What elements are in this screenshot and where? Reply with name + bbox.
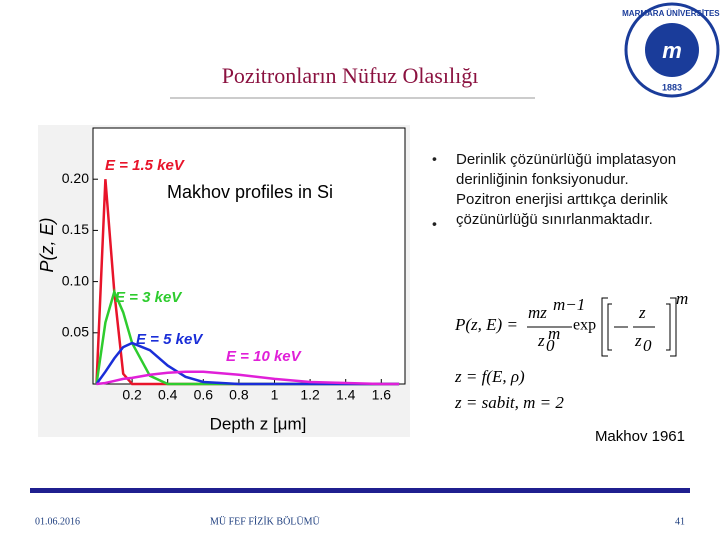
series-label: E = 10 keV: [226, 348, 303, 365]
x-tick-label: 1: [271, 387, 279, 403]
formula-part: m: [676, 289, 688, 308]
formula-line: z = f(E, ρ): [454, 367, 525, 386]
formula-part: z: [634, 331, 642, 350]
series-line: [96, 370, 400, 386]
formula-line: z = sabit, m = 2: [454, 393, 564, 412]
formula-part: m: [548, 324, 560, 343]
formula-part: mz: [528, 303, 547, 322]
x-tick-label: 0.4: [158, 387, 178, 403]
bullet: Pozitron enerjisi arttıkça derinlik çözü…: [456, 191, 668, 228]
y-tick-label: 0.05: [62, 324, 89, 340]
x-axis-label: Depth z [μm]: [210, 414, 307, 433]
series-label: E = 3 keV: [115, 289, 183, 306]
logo-text: MARMARA ÜNİVERSİTESİ: [622, 9, 720, 18]
chart: 0.2 0.4 0.6 0.8 1 1.2 1.4 1.6 0.05 0.10 0.15 0.20 E …: [62, 157, 400, 403]
formula-part: z: [537, 331, 545, 350]
chart-title: Makhov profiles in Si: [167, 182, 333, 202]
x-tick-label: 1.6: [372, 387, 392, 403]
footer-dept: MÜ FEF FİZİK BÖLÜMÜ: [210, 515, 321, 527]
logo-center: [645, 23, 699, 77]
series-label: E = 1.5 keV: [105, 157, 186, 174]
reference: Makhov 1961: [595, 428, 685, 445]
logo-year: 1883: [662, 82, 682, 92]
y-tick-label: 0.15: [62, 221, 89, 237]
series-line: [95, 341, 400, 386]
plot-area: [92, 127, 406, 385]
x-tick-label: 0.8: [229, 387, 249, 403]
y-tick-label: 0.20: [62, 170, 89, 186]
x-tick-label: 1.4: [336, 387, 356, 403]
x-tick-label: 0.2: [122, 387, 142, 403]
footer-date: 01.06.2016: [35, 516, 80, 527]
bullet-dot: •: [432, 216, 437, 232]
formula-lhs: P(z, E) =: [454, 315, 518, 334]
page-number: 41: [675, 516, 685, 527]
y-axis-label: P(z, E): [37, 217, 57, 272]
logo: MARMARA ÜNİVERSİTESİ 1883 m: [600, 2, 720, 100]
formula-part: 0: [546, 336, 555, 355]
formula-part: z: [638, 303, 646, 322]
slide-title: Pozitronların Nüfuz Olasılığı: [222, 63, 479, 88]
x-tick-label: 0.6: [194, 387, 214, 403]
logo-mark: m: [662, 38, 682, 63]
x-tick-label: 1.2: [300, 387, 320, 403]
footer-bar: [30, 488, 690, 493]
formula: P(z, E) = mz m−1 z 0 m exp z z 0 m z = f…: [454, 289, 688, 412]
formula-part: 0: [643, 336, 652, 355]
series-label: E = 5 keV: [136, 331, 204, 348]
brackets: [601, 297, 677, 357]
bullet: Derinlik çözünürlüğü implatasyon derinli…: [456, 151, 677, 188]
bullet-dot: •: [432, 151, 437, 167]
bullets: Derinlik çözünürlüğü implatasyon derinli…: [456, 151, 677, 228]
formula-part: exp: [573, 317, 596, 334]
formula-part: m−1: [553, 295, 585, 314]
y-tick-label: 0.10: [62, 272, 89, 288]
